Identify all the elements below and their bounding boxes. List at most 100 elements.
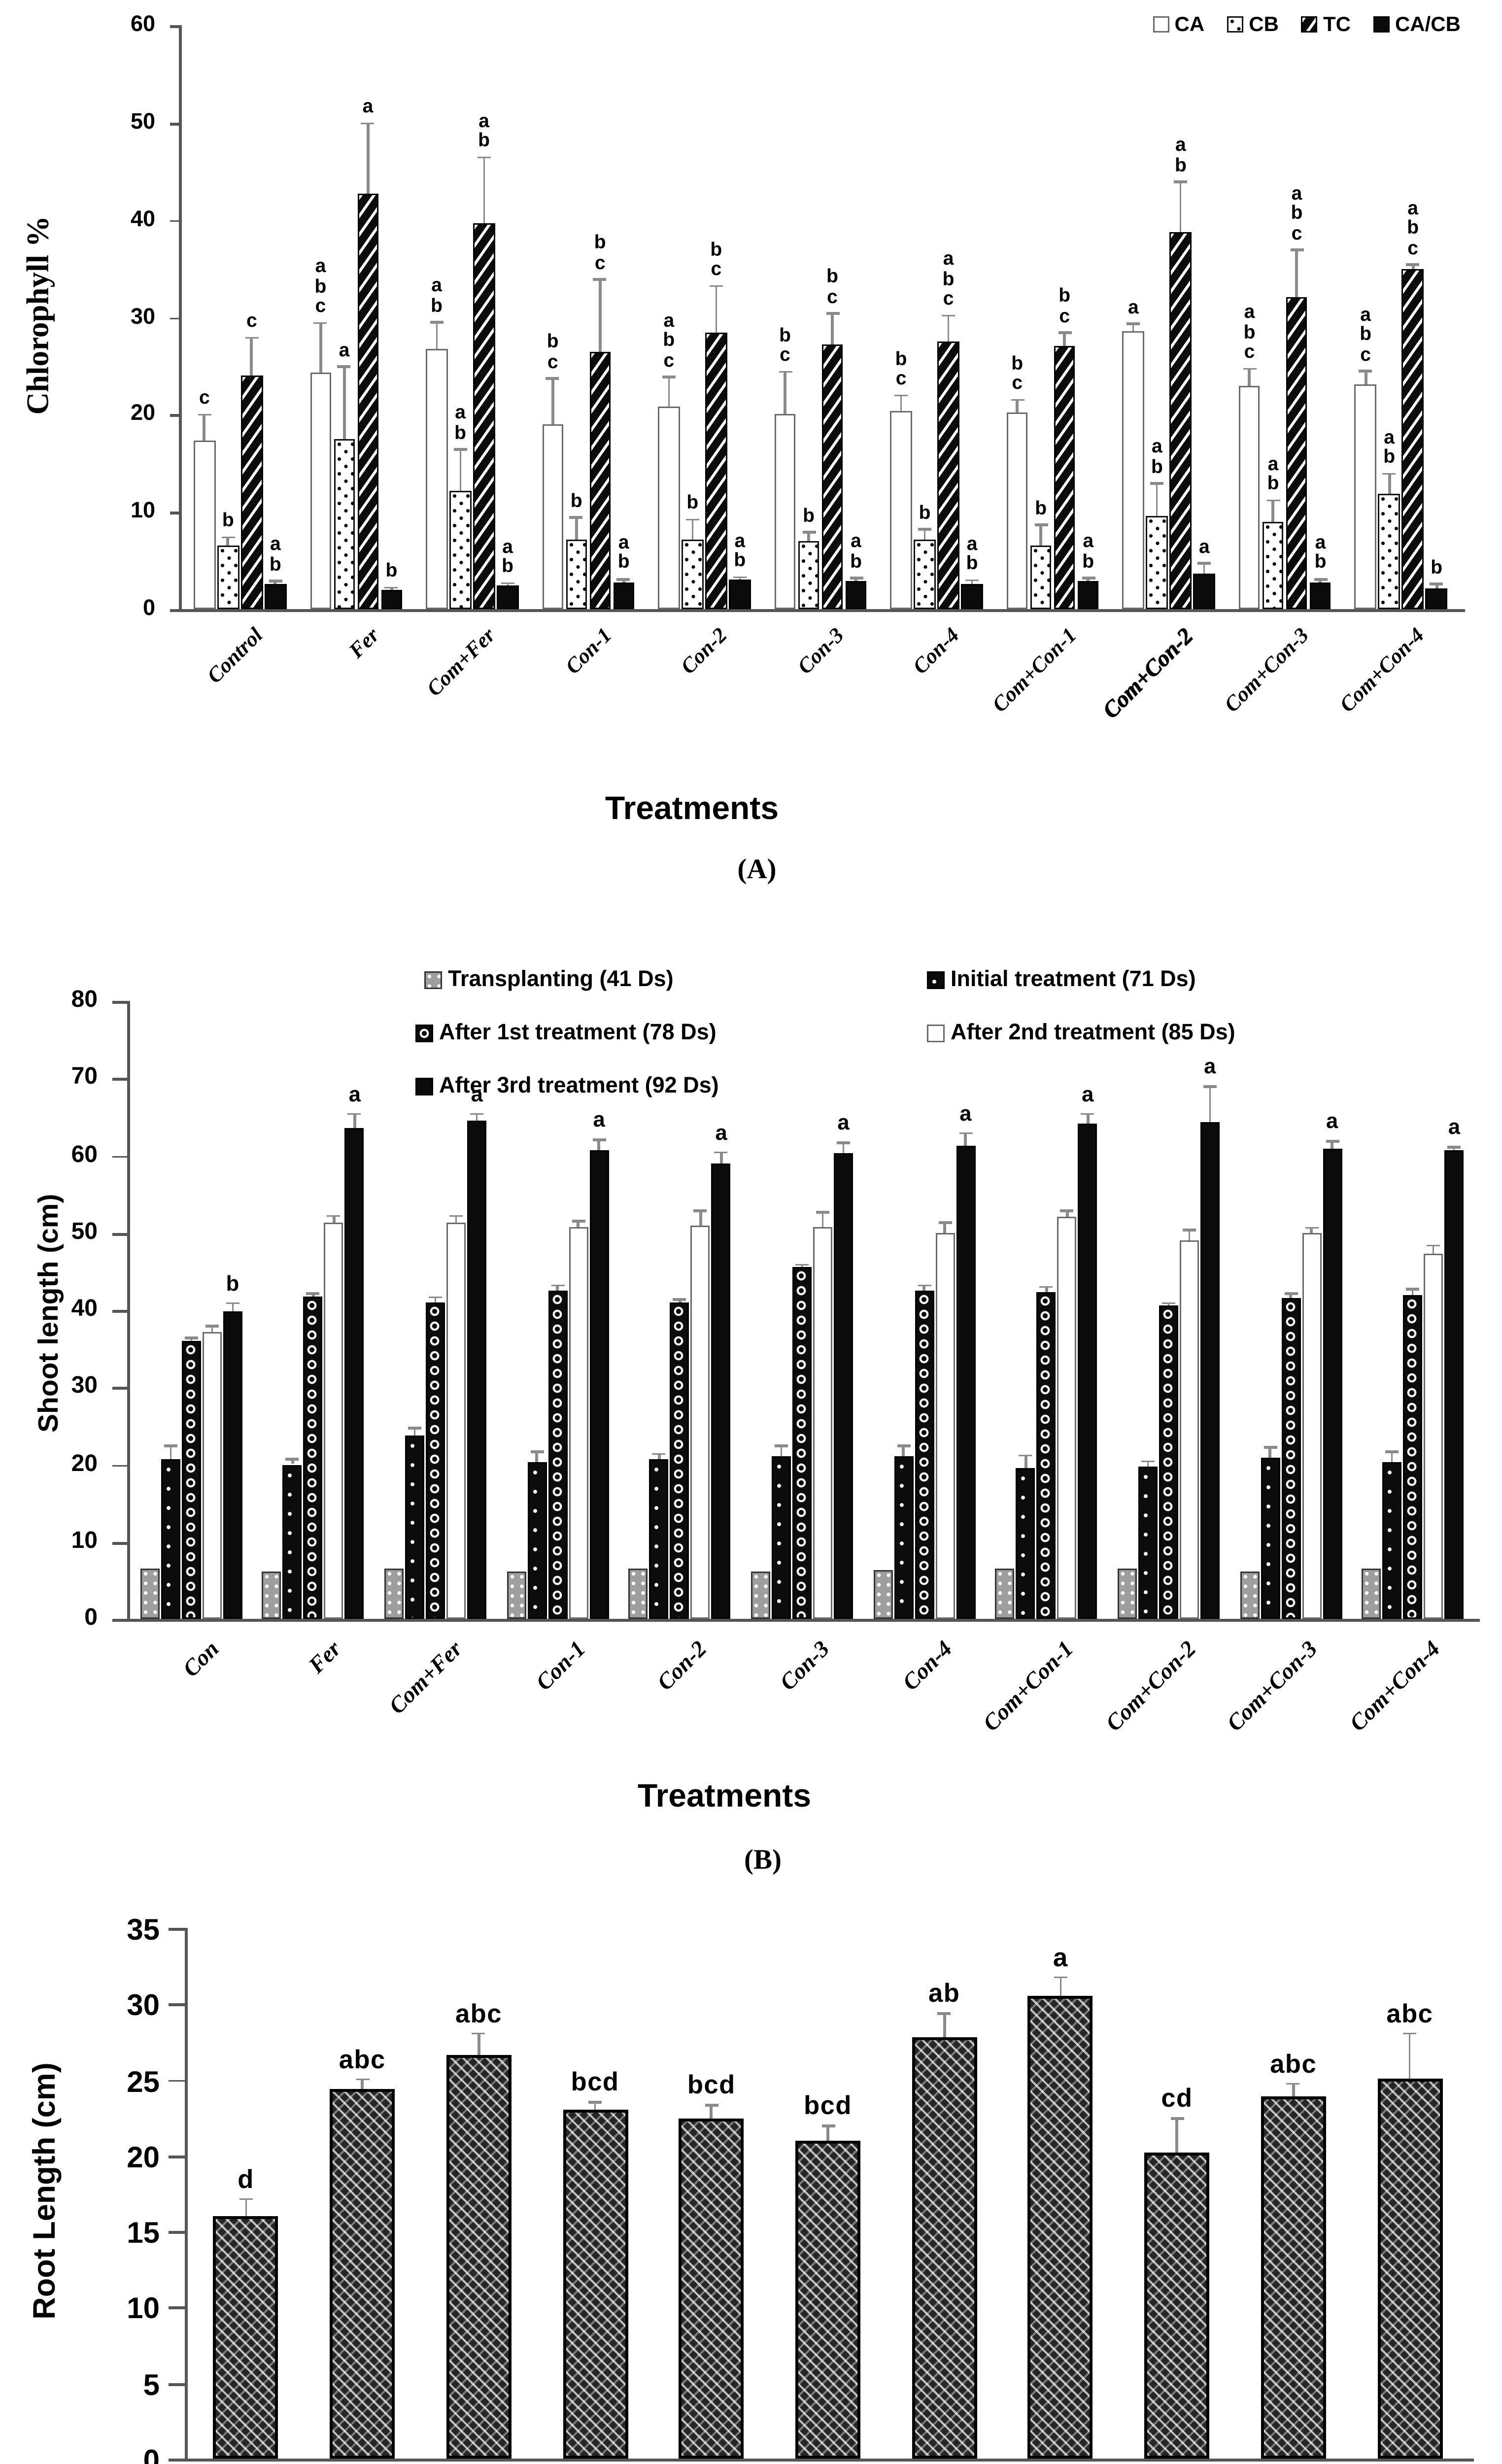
significance-letters: bcd — [804, 2090, 852, 2121]
error-bar — [826, 2124, 829, 2140]
y-tick-label: 70 — [71, 1064, 98, 1090]
error-bar-cap — [337, 366, 351, 368]
bar-cb — [217, 546, 239, 609]
error-bar-cap — [1243, 368, 1257, 370]
bar-ca — [658, 407, 680, 609]
error-bar-cap — [673, 1298, 687, 1301]
error-bar — [1039, 523, 1042, 545]
error-bar-cap — [775, 1445, 788, 1448]
bar-after-2nd-treatment-85-ds- — [1424, 1253, 1443, 1619]
error-bar-cap — [1287, 2082, 1300, 2085]
x-axis — [179, 609, 1465, 612]
error-bar — [1024, 1454, 1027, 1469]
error-bar-cap — [1406, 263, 1420, 266]
error-bar-cap — [1174, 180, 1188, 183]
error-bar — [594, 2100, 596, 2110]
error-bar-cap — [778, 371, 792, 373]
significance-letters: a — [362, 95, 374, 117]
significance-letters: a b — [478, 109, 490, 152]
error-bar-cap — [327, 1215, 341, 1217]
bar-ca-cb — [497, 585, 518, 609]
significance-letters: b c — [1058, 284, 1071, 327]
error-bar — [1045, 1286, 1048, 1292]
error-bar — [1391, 1450, 1394, 1462]
significance-letters: a b c — [1243, 300, 1256, 363]
bar-after-3rd-treatment-92-ds- — [1200, 1122, 1220, 1619]
bar-ca — [890, 411, 912, 609]
error-bar-cap — [918, 528, 932, 531]
error-bar-cap — [894, 394, 908, 397]
bar-transplanting-41-ds- — [629, 1569, 649, 1619]
error-bar-cap — [958, 1132, 972, 1135]
error-bar — [435, 321, 438, 349]
error-bar — [1435, 582, 1438, 588]
error-bar — [482, 156, 485, 224]
error-bar-cap — [164, 1445, 177, 1448]
error-bar — [1268, 1446, 1271, 1458]
bar-cb — [798, 541, 819, 609]
error-bar-cap — [221, 536, 235, 539]
y-tick-label: 20 — [71, 1451, 98, 1476]
significance-letters: b — [919, 501, 931, 523]
error-bar — [1388, 473, 1391, 494]
significance-letters: b — [686, 491, 699, 513]
significance-letters: a — [837, 1112, 850, 1136]
bar-after-1st-treatment-78-ds- — [1281, 1298, 1300, 1619]
legend-label: CB — [1249, 12, 1279, 35]
error-bar — [556, 1284, 559, 1291]
error-bar-cap — [1359, 370, 1372, 372]
significance-letters: b — [222, 509, 234, 531]
bar-ca-cb — [845, 581, 867, 609]
bar-transplanting-41-ds- — [1239, 1571, 1259, 1619]
error-bar — [964, 1132, 967, 1146]
significance-letters: a b c — [1407, 196, 1419, 259]
error-bar-cap — [1126, 323, 1140, 326]
y-axis-title: Root Length (cm) — [28, 2062, 62, 2320]
y-tick-mark — [112, 1464, 130, 1467]
y-tick-label: 10 — [127, 2293, 160, 2327]
error-bar-cap — [184, 1336, 198, 1339]
significance-letters: a b c — [314, 254, 327, 317]
error-bar — [807, 531, 810, 541]
significance-letters: a b — [1151, 435, 1163, 478]
error-bar — [658, 1452, 660, 1459]
x-axis-title: Treatments — [605, 789, 779, 826]
y-tick-mark — [112, 1078, 130, 1081]
error-bar-cap — [685, 518, 699, 521]
ca-legend-swatch-icon — [1152, 15, 1169, 32]
y-tick-label: 15 — [127, 2218, 160, 2251]
legend-label: After 1st treatment (78 Ds) — [439, 1020, 717, 1045]
error-bar — [1208, 1085, 1211, 1123]
bar-ca-cb — [1426, 587, 1447, 609]
error-bar-cap — [1197, 562, 1211, 565]
significance-letters: d — [238, 2163, 254, 2193]
x-tick-label: Com+Con-1 — [988, 624, 1082, 718]
y-tick-label: 0 — [84, 1606, 98, 1631]
bar-after-3rd-treatment-92-ds- — [834, 1153, 853, 1619]
error-bar — [1176, 2117, 1178, 2153]
error-bar-cap — [965, 579, 979, 582]
error-bar-cap — [449, 1215, 463, 1217]
error-bar-cap — [709, 285, 723, 288]
bar-after-1st-treatment-78-ds- — [181, 1340, 201, 1619]
bar-ca-cb — [613, 582, 635, 609]
y-tick-mark — [170, 25, 182, 28]
error-bar-cap — [849, 577, 863, 580]
error-bar-cap — [1203, 1085, 1217, 1088]
y-tick-label: 40 — [71, 1297, 98, 1322]
significance-letters: a b — [1174, 133, 1187, 176]
significance-letters: a b — [850, 529, 862, 572]
significance-letters: c — [199, 386, 210, 409]
significance-letters: a — [1053, 1942, 1068, 1972]
bar-after-1st-treatment-78-ds- — [548, 1290, 568, 1619]
error-bar — [943, 2013, 946, 2037]
y-tick-label: 50 — [71, 1219, 98, 1245]
legend-label: TC — [1323, 12, 1351, 35]
error-bar — [1408, 2032, 1411, 2078]
significance-letters: a — [471, 1083, 483, 1107]
x-tick-label: Con-4 — [909, 624, 965, 680]
bar-after-3rd-treatment-92-ds- — [345, 1128, 365, 1619]
significance-letters: a — [1128, 295, 1139, 318]
y-tick-mark — [169, 2155, 188, 2158]
significance-letters: b c — [594, 231, 606, 273]
